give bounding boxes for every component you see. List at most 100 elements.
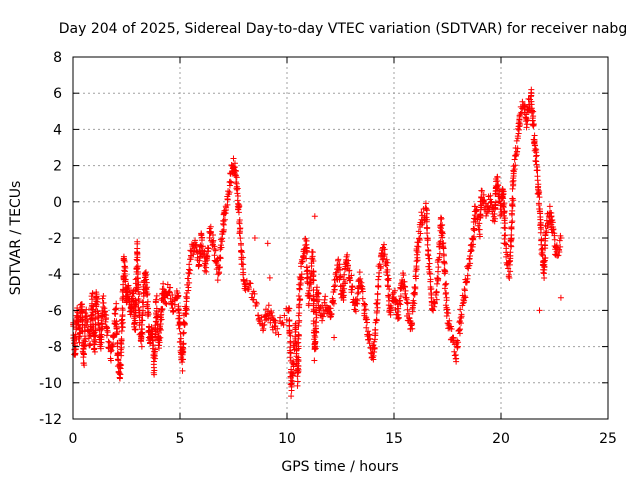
- data-point-marker: [331, 334, 338, 341]
- data-point-marker: [456, 327, 463, 334]
- data-point-marker: [131, 320, 138, 327]
- data-point-marker: [524, 121, 531, 128]
- data-point-marker: [437, 214, 444, 221]
- data-point-marker: [210, 231, 217, 238]
- data-point-marker: [454, 343, 461, 350]
- data-point-marker: [380, 255, 387, 262]
- data-point-marker: [296, 310, 303, 317]
- data-point-marker: [99, 323, 106, 330]
- data-point-marker: [125, 282, 132, 289]
- data-point-marker: [304, 274, 311, 281]
- data-point-marker: [414, 254, 421, 261]
- data-point-marker: [144, 290, 151, 297]
- data-point-marker: [177, 335, 184, 342]
- data-point-marker: [514, 145, 521, 152]
- data-point-marker: [501, 208, 508, 215]
- data-point-marker: [510, 170, 517, 177]
- data-point-marker: [436, 250, 443, 257]
- data-point-marker: [413, 258, 420, 265]
- y-tick-label: -6: [48, 303, 62, 319]
- data-point-marker: [364, 319, 371, 326]
- data-point-marker: [506, 274, 513, 281]
- data-point-marker: [152, 346, 159, 353]
- data-point-marker: [89, 290, 96, 297]
- data-point-marker: [303, 264, 310, 271]
- data-point-marker: [327, 305, 334, 312]
- data-point-marker: [129, 293, 136, 300]
- data-point-marker: [198, 231, 205, 238]
- data-point-marker: [216, 270, 223, 277]
- data-point-marker: [439, 230, 446, 237]
- data-point-marker: [313, 314, 320, 321]
- data-point-marker: [92, 339, 99, 346]
- data-point-marker: [287, 349, 294, 356]
- data-point-marker: [521, 103, 528, 110]
- data-point-marker: [91, 345, 98, 352]
- data-point-marker: [217, 254, 224, 261]
- data-point-marker: [228, 179, 235, 186]
- data-point-marker: [303, 255, 310, 262]
- data-point-marker: [105, 338, 112, 345]
- data-point-marker: [373, 317, 380, 324]
- data-point-marker: [428, 285, 435, 292]
- data-point-marker: [253, 300, 260, 307]
- data-point-marker: [413, 266, 420, 273]
- data-point-marker: [372, 330, 379, 337]
- data-point-marker: [448, 323, 455, 330]
- data-point-marker: [236, 202, 243, 209]
- data-point-marker: [340, 292, 347, 299]
- data-point-marker: [433, 296, 440, 303]
- data-point-marker: [528, 98, 535, 105]
- data-point-marker: [87, 342, 94, 349]
- data-point-marker: [310, 277, 317, 284]
- data-point-marker: [71, 351, 78, 358]
- data-point-marker: [366, 331, 373, 338]
- data-point-marker: [313, 284, 320, 291]
- data-point-marker: [404, 300, 411, 307]
- data-point-marker: [201, 267, 208, 274]
- data-point-marker: [535, 186, 542, 193]
- data-point-marker: [234, 185, 241, 192]
- data-point-marker: [93, 293, 100, 300]
- data-point-marker: [118, 361, 125, 368]
- data-point-marker: [541, 264, 548, 271]
- y-tick-label: -2: [48, 231, 62, 247]
- data-point-marker: [140, 293, 147, 300]
- data-point-marker: [238, 248, 245, 255]
- data-point-marker: [440, 252, 447, 259]
- data-point-marker: [535, 200, 542, 207]
- data-point-marker: [341, 285, 348, 292]
- data-point-marker: [309, 253, 316, 260]
- data-point-marker: [315, 290, 322, 297]
- data-point-marker: [310, 272, 317, 279]
- data-point-marker: [471, 227, 478, 234]
- data-point-marker: [115, 356, 122, 363]
- data-point-marker: [443, 280, 450, 287]
- data-point-marker: [458, 311, 465, 318]
- data-point-marker: [557, 294, 564, 301]
- x-tick-label: 25: [599, 431, 617, 447]
- data-point-marker: [255, 312, 262, 319]
- data-point-marker: [153, 308, 160, 315]
- data-point-marker: [154, 313, 161, 320]
- data-point-marker: [500, 190, 507, 197]
- data-point-marker: [290, 368, 297, 375]
- data-point-marker: [397, 293, 404, 300]
- data-point-marker: [294, 373, 301, 380]
- y-tick-label: -12: [39, 412, 62, 428]
- data-point-marker: [480, 191, 487, 198]
- data-point-marker: [152, 355, 159, 362]
- data-point-marker: [383, 262, 390, 269]
- data-point-marker: [159, 306, 166, 313]
- data-point-marker: [192, 237, 199, 244]
- data-point-marker: [134, 254, 141, 261]
- data-point-marker: [280, 321, 287, 328]
- data-point-marker: [438, 215, 445, 222]
- data-point-marker: [476, 220, 483, 227]
- data-point-marker: [422, 200, 429, 207]
- y-tick-label: 4: [53, 122, 62, 138]
- data-point-marker: [118, 336, 125, 343]
- data-point-marker: [247, 280, 254, 287]
- data-point-marker: [193, 241, 200, 248]
- data-point-marker: [277, 314, 284, 321]
